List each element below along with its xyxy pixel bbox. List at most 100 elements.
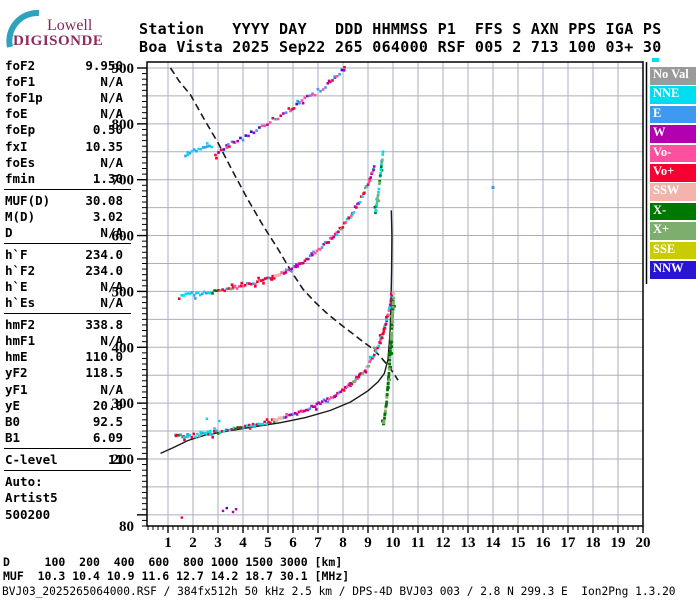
svg-text:200: 200 <box>112 452 135 468</box>
param-row-fxi: fxI 10.35 <box>4 138 123 154</box>
param-value: 234.0 <box>85 262 123 278</box>
param-value: N/A <box>100 224 123 240</box>
param-label: MUF(D) <box>5 192 51 208</box>
svg-text:16: 16 <box>536 535 552 551</box>
svg-text:9: 9 <box>364 535 372 551</box>
param-row-yf1: yF1 N/A <box>4 381 123 397</box>
panel-footer-auto: Auto: <box>5 473 43 489</box>
param-label: B0 <box>5 414 21 430</box>
svg-text:11: 11 <box>411 535 425 551</box>
param-label: hmF1 <box>5 333 36 349</box>
header-columns-line: Station YYYY DAY DDD HHMMSS P1 FFS S AXN… <box>139 20 662 38</box>
param-row-hes: h`Es N/A <box>4 295 123 311</box>
svg-text:20: 20 <box>636 535 651 551</box>
param-label: foF2 <box>5 57 36 73</box>
stray-echo-mark <box>652 58 659 62</box>
svg-text:5: 5 <box>264 535 272 551</box>
param-label: foEp <box>5 122 36 138</box>
param-row-hf: h`F 234.0 <box>4 246 123 262</box>
logo-text-digisonde: DIGISONDE <box>13 33 104 49</box>
header-values-line: Boa Vista 2025 Sep22 265 064000 RSF 005 … <box>139 38 662 56</box>
svg-text:80: 80 <box>119 519 134 535</box>
param-label: yE <box>5 397 21 413</box>
svg-text:14: 14 <box>486 535 502 551</box>
param-row-fof1: foF1 N/A <box>4 73 123 89</box>
axis-ticks: 1 2 3 4 5 6 7 8 9 10 11 12 13 14 15 16 17 18 19 20900800700… <box>112 61 651 551</box>
svg-text:15: 15 <box>511 535 526 551</box>
param-label: fmin <box>5 170 36 186</box>
logo-text-lowell: Lowell <box>47 17 93 34</box>
svg-text:700: 700 <box>112 173 135 189</box>
param-row-fof2: foF2 9.950 <box>4 57 123 73</box>
param-row-hmf1: hmF1 N/A <box>4 333 123 349</box>
lowell-digisonde-logo: Lowell DIGISONDE <box>6 4 136 52</box>
param-label: fxI <box>5 138 28 154</box>
param-label: foEs <box>5 154 36 170</box>
svg-text:2: 2 <box>189 535 197 551</box>
param-row-md: M(D) 3.02 <box>4 208 123 224</box>
panel-separator-2 <box>4 312 131 314</box>
svg-text:300: 300 <box>112 396 135 412</box>
param-row-mufd: MUF(D) 30.08 <box>4 192 123 208</box>
param-label: yF2 <box>5 365 28 381</box>
legend-item-x+: X+ <box>650 222 696 240</box>
param-row-hf2: h`F2 234.0 <box>4 262 123 278</box>
legend-item-sse: SSE <box>650 241 696 260</box>
svg-text:500: 500 <box>112 284 135 300</box>
direction-color-legend: No Val NNE E W Vo- Vo+ SSW X- X+ SSE NNW <box>650 67 696 280</box>
param-value: N/A <box>100 73 123 89</box>
svg-text:18: 18 <box>586 535 601 551</box>
panel-separator-4 <box>4 469 131 471</box>
param-row-ye: yE 20.0 <box>4 397 123 413</box>
param-row-d: D N/A <box>4 224 123 240</box>
svg-text:6: 6 <box>289 535 297 551</box>
param-value: 338.8 <box>85 316 123 332</box>
param-label: foF1p <box>5 89 43 105</box>
param-value: 234.0 <box>85 246 123 262</box>
param-label: C-level <box>5 451 58 467</box>
svg-text:7: 7 <box>314 535 322 551</box>
legend-item-nne: NNE <box>650 86 696 104</box>
param-label: foE <box>5 106 28 122</box>
legend-item-vo-: Vo- <box>650 144 696 163</box>
distance-row: D 100 200 400 600 800 1000 1500 3000 [km… <box>3 555 343 569</box>
param-value: N/A <box>100 295 123 311</box>
param-row-b0: B0 92.5 <box>4 413 123 429</box>
param-label: B1 <box>5 430 21 446</box>
legend-item-ssw: SSW <box>650 183 696 201</box>
panel-separator-3 <box>4 447 131 449</box>
param-label: hmF2 <box>5 316 36 332</box>
param-value: 30.08 <box>85 192 123 208</box>
panel-footer-500200: 500200 <box>5 506 51 522</box>
logo-arc-icon <box>6 9 40 48</box>
plot-frame <box>146 61 648 527</box>
param-value: 92.5 <box>92 414 123 430</box>
true-height-profile <box>160 210 393 455</box>
legend-item-noval: No Val <box>650 67 696 85</box>
param-value: N/A <box>100 381 123 397</box>
param-value: N/A <box>100 333 123 349</box>
svg-text:900: 900 <box>112 61 135 77</box>
parameter-panel: foF2 9.950 foF1 N/A foF1p N/A foE N/A foEp 0.50 fx… <box>4 57 134 523</box>
param-label: D <box>5 224 13 240</box>
param-value: 10.35 <box>85 138 123 154</box>
legend-item-w: W <box>650 125 696 143</box>
svg-text:8: 8 <box>339 535 347 551</box>
param-label: h`Es <box>5 295 36 311</box>
svg-text:400: 400 <box>112 340 135 356</box>
svg-text:4: 4 <box>239 535 247 551</box>
svg-text:13: 13 <box>461 535 476 551</box>
param-value: N/A <box>100 154 123 170</box>
param-row-foep: foEp 0.50 <box>4 122 123 138</box>
param-row-fmin: fmin 1.30 <box>4 170 123 186</box>
panel-separator-0 <box>4 188 131 190</box>
param-label: M(D) <box>5 208 36 224</box>
param-value: N/A <box>100 279 123 295</box>
param-row-he: h`E N/A <box>4 278 123 294</box>
param-value: 0.50 <box>92 122 123 138</box>
param-value: 20.0 <box>92 397 123 413</box>
legend-item-vo+: Vo+ <box>650 163 696 182</box>
echo-traces <box>174 66 396 442</box>
param-value: N/A <box>100 106 123 122</box>
param-value: 110.0 <box>85 349 123 365</box>
